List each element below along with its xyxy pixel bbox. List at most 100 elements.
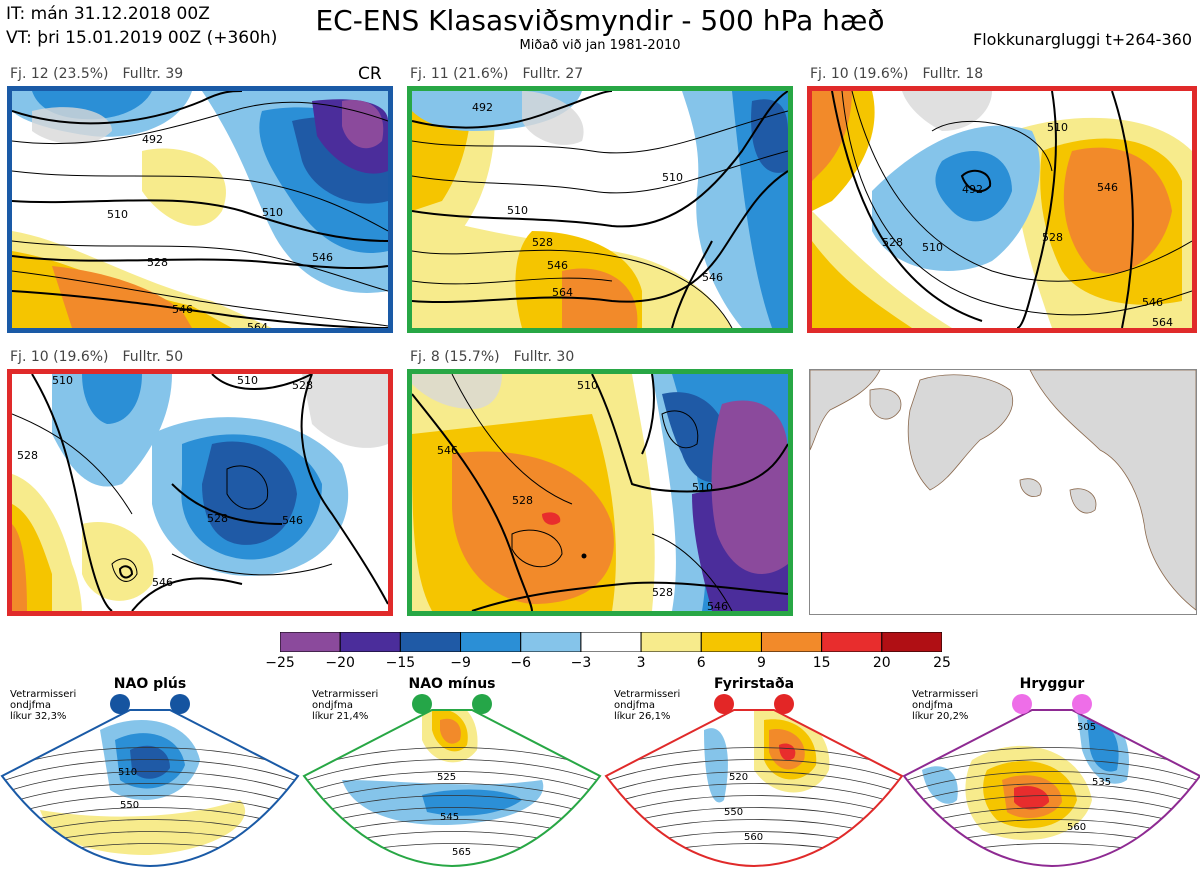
panel-2-label: Fj. 11 (21.6%) Fulltr. 27 <box>410 66 583 82</box>
regime-contour-label: 560 <box>744 832 763 843</box>
colorbar-svg <box>279 631 943 653</box>
contour-label: 564 <box>552 286 573 299</box>
height-contour <box>904 795 1200 819</box>
contour-label: 546 <box>702 271 723 284</box>
panel-4-label: Fj. 10 (19.6%) Fulltr. 50 <box>10 349 183 365</box>
regime-contour-label: 550 <box>724 807 743 818</box>
regime-panel: 520 550 560 <box>604 690 904 870</box>
height-contour <box>2 783 298 807</box>
contour-label: 510 <box>237 374 258 387</box>
contour-label: 510 <box>1047 121 1068 134</box>
panel-2-representative: Fulltr. 27 <box>522 66 584 82</box>
anomaly-blob <box>440 718 461 744</box>
regime-panel: 525 545 565 <box>302 690 602 870</box>
regime-title: Fyrirstaða <box>713 676 795 692</box>
height-contour <box>904 771 1200 795</box>
contour-label: 546 <box>152 576 173 589</box>
height-contour <box>304 771 600 795</box>
centre-of-action-marker <box>110 694 130 714</box>
anomaly-blob <box>1014 785 1050 810</box>
height-contour <box>904 783 1200 807</box>
height-contour <box>2 759 298 783</box>
anomaly-blob <box>779 743 796 761</box>
panel-1-cluster: Fj. 12 (23.5%) <box>10 66 109 82</box>
anomaly-blob <box>704 728 728 803</box>
height-contour <box>606 783 902 807</box>
colorbar-tick-label: −15 <box>385 655 416 671</box>
cluster-map-5: 510 546 528 510 528 546 <box>407 369 793 616</box>
colorbar-swatch <box>279 631 341 653</box>
contour-label: 528 <box>532 236 553 249</box>
contour-label: 492 <box>142 133 163 146</box>
panel-4-representative: Fulltr. 50 <box>122 349 184 365</box>
panel-3-cluster: Fj. 10 (19.6%) <box>810 66 909 82</box>
colorbar-tick-label: 9 <box>756 655 766 671</box>
contour-label: 510 <box>577 379 598 392</box>
contour-label: 546 <box>437 444 458 457</box>
colorbar-swatch <box>460 631 522 653</box>
regime-panel: 505 535 560 <box>902 690 1200 870</box>
height-contour <box>304 795 600 819</box>
colorbar-tick-label: 3 <box>636 655 646 671</box>
regime-title: NAO plús <box>113 676 187 692</box>
regime-fan-map: 525 545 565 <box>302 694 602 868</box>
contour-label: 546 <box>282 514 303 527</box>
contour-label: 492 <box>962 183 983 196</box>
colorbar-tick-label: −9 <box>450 655 471 671</box>
colorbar-swatch <box>640 631 702 653</box>
contour-label: 564 <box>247 321 268 328</box>
panel-5-representative: Fulltr. 30 <box>513 349 575 365</box>
base-map <box>809 369 1197 615</box>
height-contour <box>2 771 298 795</box>
regime-fan-outline <box>302 709 602 868</box>
regime-contour-label: 550 <box>120 800 139 811</box>
regime-fan-outline <box>0 709 300 868</box>
regime-fan-outline <box>902 709 1200 868</box>
page-subtitle: Miðað við jan 1981-2010 <box>519 38 681 53</box>
contour-label: 510 <box>692 481 713 494</box>
colorbar-swatch <box>700 631 762 653</box>
contour-label: 528 <box>512 494 533 507</box>
anomaly-blob <box>922 766 958 804</box>
panel-5-cluster: Fj. 8 (15.7%) <box>410 349 500 365</box>
panel-5-label: Fj. 8 (15.7%) Fulltr. 30 <box>410 349 574 365</box>
anomaly-blob <box>40 800 246 855</box>
contour-label: 546 <box>312 251 333 264</box>
contour-label: 528 <box>292 379 313 392</box>
contour-label: 546 <box>707 600 728 611</box>
regime-fan-outline <box>604 709 904 868</box>
anomaly-field-5: 510 546 528 510 528 546 <box>412 374 788 611</box>
centre-of-action-marker <box>774 694 794 714</box>
colorbar-swatch <box>760 631 823 653</box>
contour-label: 510 <box>262 206 283 219</box>
regime-contour-label: 510 <box>118 767 137 778</box>
contour-label: 546 <box>1097 181 1118 194</box>
panel-3-label: Fj. 10 (19.6%) Fulltr. 18 <box>810 66 983 82</box>
contour-label: 528 <box>147 256 168 269</box>
colorbar-swatch <box>881 631 943 653</box>
anomaly-colorbar <box>279 631 943 653</box>
centre-of-action-marker <box>472 694 492 714</box>
centre-of-action-marker <box>412 694 432 714</box>
valid-time: VT: þri 15.01.2019 00Z (+360h) <box>6 28 278 48</box>
contour-label: 528 <box>882 236 903 249</box>
contour-label: 510 <box>52 374 73 387</box>
centre-of-action-marker <box>1012 694 1032 714</box>
regime-fan-map: 510 550 <box>0 694 300 868</box>
cluster-map-3: 492 510 528 546 528 510 546 564 <box>807 86 1197 333</box>
regime-probability-note: Vetrarmisseri ondjfma líkur 26,1% <box>614 689 681 722</box>
regime-probability-note: Vetrarmisseri ondjfma líkur 21,4% <box>312 689 379 722</box>
height-contour <box>304 783 600 807</box>
base-map-coastline <box>810 370 1196 614</box>
height-contour <box>606 771 902 795</box>
contour-label: 492 <box>472 101 493 114</box>
contour-label: 546 <box>1142 296 1163 309</box>
centre-of-action-marker <box>714 694 734 714</box>
initial-time: IT: mán 31.12.2018 00Z <box>6 4 210 24</box>
colorbar-tick-label: −20 <box>325 655 355 671</box>
contour-label: 510 <box>922 241 943 254</box>
panel-2-cluster: Fj. 11 (21.6%) <box>410 66 509 82</box>
cluster-map-1: 492 510 510 528 546 546 564 <box>7 86 393 333</box>
panel-1-tag: CR <box>358 64 382 84</box>
colorbar-swatch <box>399 631 462 653</box>
